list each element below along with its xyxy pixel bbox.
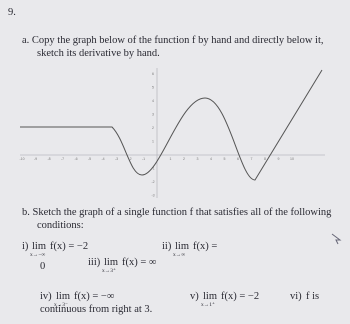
x-tick-label: -7 [61,157,64,161]
y-tick-label: 4 [152,99,154,103]
condition-label: iv) [40,291,52,302]
y-tick-label: 2 [152,126,154,130]
condition-expression: f(x) = −2 [50,241,89,252]
x-tick-label: 1 [170,157,172,161]
condition-expression: f(x) = −2 [221,291,260,302]
y-tick-label: -3 [151,194,154,198]
lim: lim [32,241,47,252]
part-a-text: a. Copy the graph below of the function … [22,35,324,59]
x-tick-label: -5 [88,157,91,161]
x-tick-label: 2 [183,157,185,161]
y-tick-label: 5 [152,86,154,90]
x-tick-label: 10 [290,157,294,161]
y-tick-label: 6 [152,72,154,76]
x-tick-label: -1 [142,157,145,161]
x-tick-label: 9 [278,157,280,161]
x-tick-label: 6 [237,157,239,161]
x-tick-label: -10 [19,157,24,161]
x-tick-label: 3 [197,157,199,161]
x-tick-label: 5 [224,157,226,161]
x-tick-label: 4 [210,157,212,161]
y-tick-label: 1 [152,140,154,144]
x-tick-label: -3 [115,157,118,161]
condition-label: ii) [162,241,172,252]
y-tick-label: -2 [151,180,154,184]
y-tick-label: -1 [151,167,154,171]
x-tick-label: 8 [264,157,266,161]
graph: -10 -9 -8 -7 -6 -5 -4 -3 -2 -1 1 2 3 4 5 6 7 8 9 10 -3 -2 -1 1 2… [19,68,325,198]
lim: lim [56,291,71,302]
lim: lim [104,257,119,268]
lim-subscript: x→∞ [173,252,186,258]
x-tick-label: 7 [251,157,253,161]
x-tick-label: -2 [128,157,131,161]
condition-label: vi) [290,291,302,302]
lim: lim [203,291,218,302]
y-tick-label: 3 [152,113,154,117]
condition-label: iii) [88,257,101,268]
lim-subscript: x→−∞ [30,252,46,258]
condition-continuation: 0 [40,261,46,272]
lim-subscript: x→1⁺ [201,302,215,308]
condition-expression: f(x) = [193,241,218,252]
lim: lim [175,241,190,252]
x-tick-label: -8 [47,157,50,161]
x-tick-label: -6 [74,157,77,161]
x-tick-label: -4 [101,157,104,161]
condition-continuation: continuous from right at 3. [40,304,153,315]
cursor [331,233,342,245]
problem-number: 9. [8,7,16,18]
lim-subscript: x→3⁺ [102,268,116,274]
condition-expression: f(x) = ∞ [122,257,157,268]
condition-label: i) [22,241,29,252]
lim-subscript: x→3⁻ [54,302,68,308]
condition-label: v) [190,291,199,302]
part-b-text: b. Sketch the graph of a single function… [22,207,332,231]
function-curve [20,69,323,181]
condition-expression: f is [306,291,320,302]
condition-expression: f(x) = −∞ [74,291,115,302]
x-tick-label: -9 [34,157,37,161]
